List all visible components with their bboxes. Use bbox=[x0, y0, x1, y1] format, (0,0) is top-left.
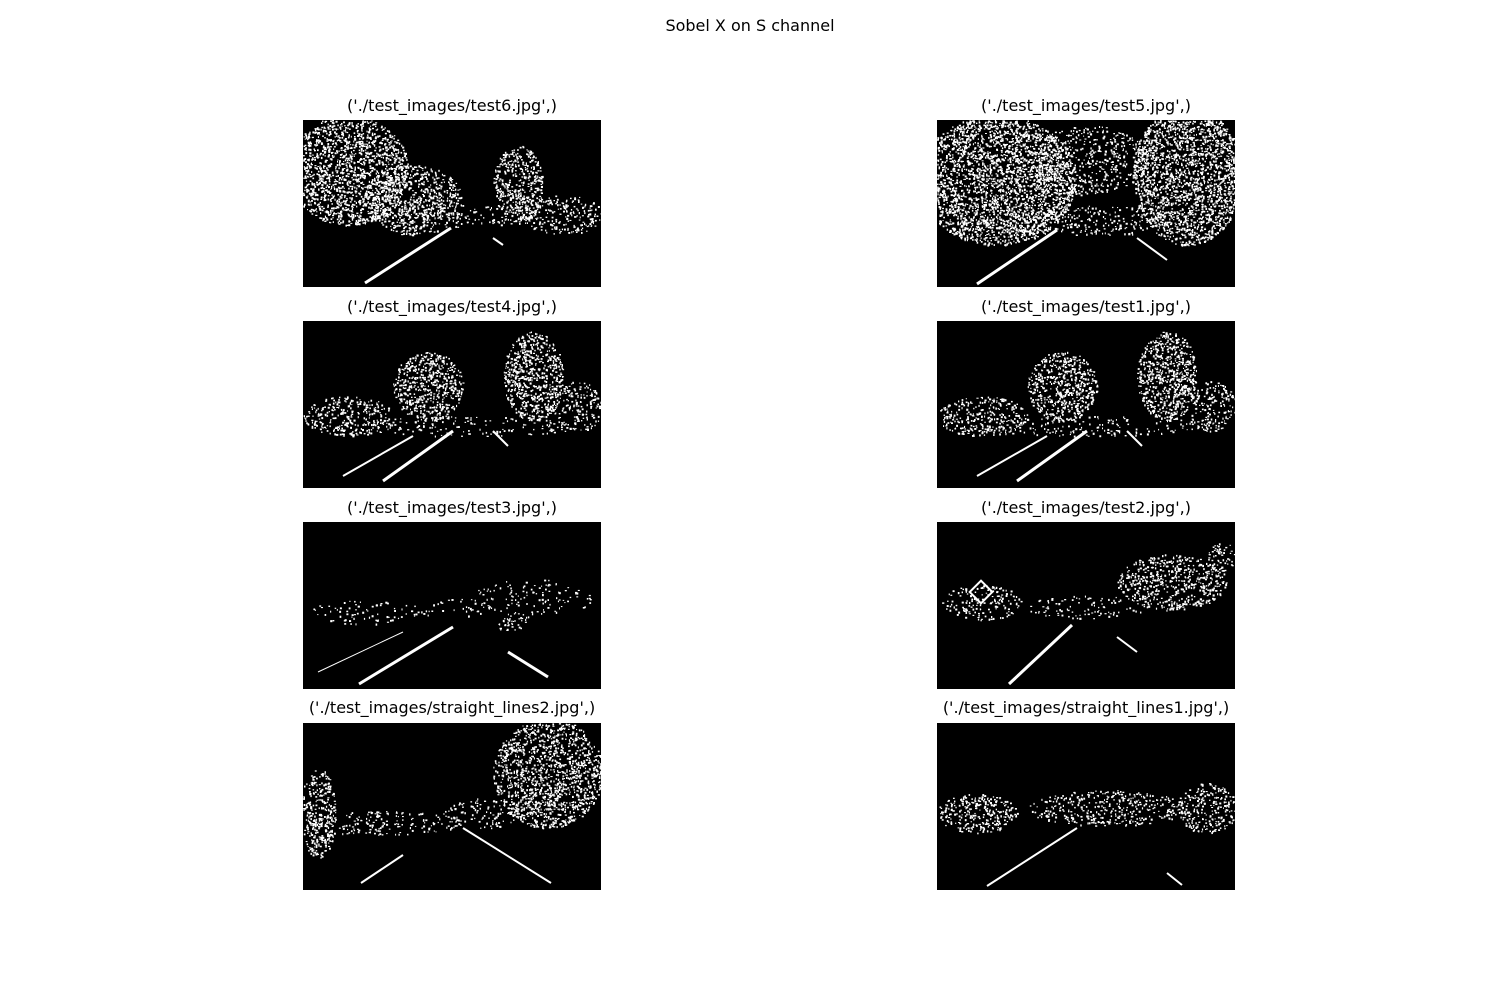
lane-line bbox=[462, 827, 552, 884]
lane-line bbox=[382, 429, 454, 483]
lane-line bbox=[1007, 623, 1074, 686]
panel-title-test3: ('./test_images/test3.jpg',) bbox=[347, 498, 557, 517]
lane-line bbox=[1136, 237, 1168, 261]
panel-title-straight-lines1: ('./test_images/straight_lines1.jpg',) bbox=[942, 698, 1230, 717]
panel-image-test5 bbox=[937, 120, 1235, 287]
edge-texture bbox=[940, 331, 1235, 438]
lane-line bbox=[1126, 430, 1143, 447]
panel-image-test4 bbox=[303, 321, 601, 488]
panel-image-straight-lines1 bbox=[937, 723, 1235, 890]
lane-line bbox=[342, 435, 414, 477]
lane-line bbox=[1116, 636, 1138, 653]
edge-texture bbox=[303, 120, 601, 237]
lane-line bbox=[976, 228, 1058, 286]
panel-title-test4: ('./test_images/test4.jpg',) bbox=[347, 297, 557, 316]
lane-line bbox=[492, 430, 509, 447]
panel-title-test6: ('./test_images/test6.jpg',) bbox=[347, 96, 557, 115]
lane-line bbox=[358, 625, 454, 686]
edge-texture bbox=[303, 723, 601, 859]
lane-line bbox=[360, 854, 404, 884]
lane-line bbox=[1166, 872, 1183, 886]
figure-title: Sobel X on S channel bbox=[665, 16, 835, 35]
road-sign bbox=[968, 579, 994, 605]
lane-line bbox=[364, 226, 452, 285]
edge-texture bbox=[942, 543, 1235, 622]
lane-line bbox=[986, 827, 1078, 887]
panel-image-test3 bbox=[303, 522, 601, 689]
edge-texture bbox=[303, 331, 601, 438]
lane-line bbox=[976, 435, 1048, 477]
lane-line bbox=[317, 631, 404, 673]
panel-title-straight-lines2: ('./test_images/straight_lines2.jpg',) bbox=[308, 698, 596, 717]
edge-texture bbox=[939, 783, 1235, 835]
panel-image-test6 bbox=[303, 120, 601, 287]
lane-line bbox=[507, 650, 549, 679]
panel-image-test1 bbox=[937, 321, 1235, 488]
panel-image-straight-lines2 bbox=[303, 723, 601, 890]
panel-title-test2: ('./test_images/test2.jpg',) bbox=[981, 498, 1191, 517]
lane-line bbox=[1016, 429, 1088, 483]
panel-image-test2 bbox=[937, 522, 1235, 689]
edge-texture bbox=[937, 120, 1235, 247]
edge-texture bbox=[313, 579, 592, 631]
panel-title-test1: ('./test_images/test1.jpg',) bbox=[981, 297, 1191, 316]
panel-title-test5: ('./test_images/test5.jpg',) bbox=[981, 96, 1191, 115]
lane-line bbox=[492, 237, 504, 246]
